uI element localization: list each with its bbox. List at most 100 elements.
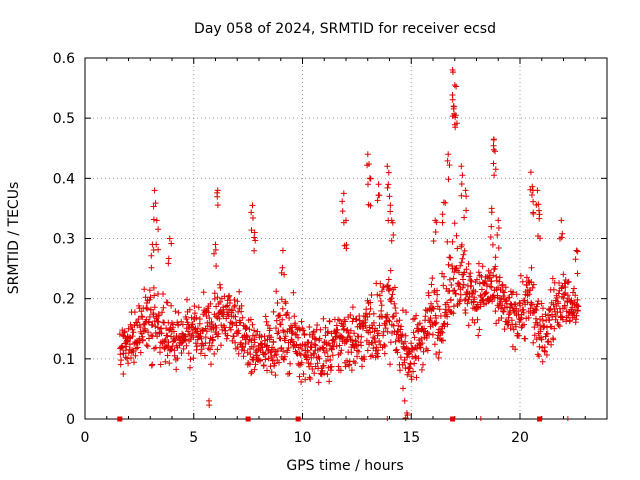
data-point [536,353,542,360]
data-point [402,415,409,421]
data-point [411,334,418,341]
data-point [338,347,345,354]
data-point [267,363,274,370]
data-point [559,230,566,237]
data-point [365,201,372,208]
data-point [540,305,546,312]
data-point [392,338,399,345]
data-point [444,313,451,320]
data-point [337,367,344,374]
data-point [521,321,527,328]
data-point [168,346,175,353]
data-point [218,322,225,329]
data-point [448,296,454,303]
data-point [131,359,137,366]
data-point [388,237,395,244]
data-point [180,345,187,352]
data-point [431,341,438,348]
data-point [536,207,542,214]
data-point [277,312,284,319]
data-point [380,284,387,290]
data-point [248,337,255,344]
data-point [272,372,279,379]
data-point [187,356,194,363]
data-point [410,368,417,375]
data-point [144,305,151,312]
data-point [387,208,394,215]
data-point [252,361,259,368]
data-point [392,305,399,311]
data-point [402,338,409,345]
data-point [148,252,155,259]
data-point [439,329,446,336]
data-point [460,276,466,283]
data-point [491,172,498,179]
data-point [146,287,153,294]
data-point [190,355,197,362]
data-point [492,166,499,173]
data-point [241,347,248,354]
data-point [308,340,315,347]
data-point [449,96,456,103]
data-point [433,219,440,226]
data-point [531,332,538,339]
data-point [301,332,308,338]
data-point [120,371,127,377]
data-point [538,336,545,343]
data-point [385,181,392,188]
data-point [314,322,321,328]
data-point [366,161,372,167]
data-point [389,291,396,298]
data-point [159,309,166,316]
data-point [446,276,453,283]
data-point [512,346,519,353]
data-point [365,181,371,188]
data-point [493,273,500,280]
data-point [495,245,502,251]
data-point [148,264,155,271]
data-point [273,317,280,324]
data-point [529,183,536,190]
data-point [531,324,538,331]
data-point [281,356,287,363]
data-point [231,303,238,310]
data-point [268,353,275,360]
data-point [382,325,389,332]
data-point [239,343,246,350]
x-tick-label: 15 [402,430,420,446]
data-point [340,336,346,342]
y-tick-labels: 0 0.1 0.2 0.3 0.4 0.5 0.6 [53,51,75,428]
data-point [118,357,124,364]
data-point [248,227,255,234]
data-point [453,83,460,90]
data-point [237,319,244,326]
data-point [492,148,498,155]
data-point [498,315,505,321]
data-point [346,333,353,340]
data-point [530,209,537,216]
data-point [342,363,349,370]
data-point [387,202,394,209]
data-point [370,310,377,317]
data-point [175,309,182,316]
data-point [432,229,439,235]
data-point [229,321,236,328]
data-point [191,326,198,333]
data-point [128,355,134,361]
data-point [324,353,331,360]
data-point [215,330,222,337]
data-point [494,232,501,238]
data-point [286,315,293,321]
data-point [236,288,243,295]
data-point [232,339,239,346]
data-point [274,300,281,306]
data-point [555,321,562,328]
data-point [440,337,446,344]
data-point [348,349,355,356]
data-point [474,316,481,323]
data-point [250,215,256,221]
data-point [525,314,532,321]
data-point [168,240,175,247]
data-point [561,291,567,298]
data-point [462,187,469,194]
